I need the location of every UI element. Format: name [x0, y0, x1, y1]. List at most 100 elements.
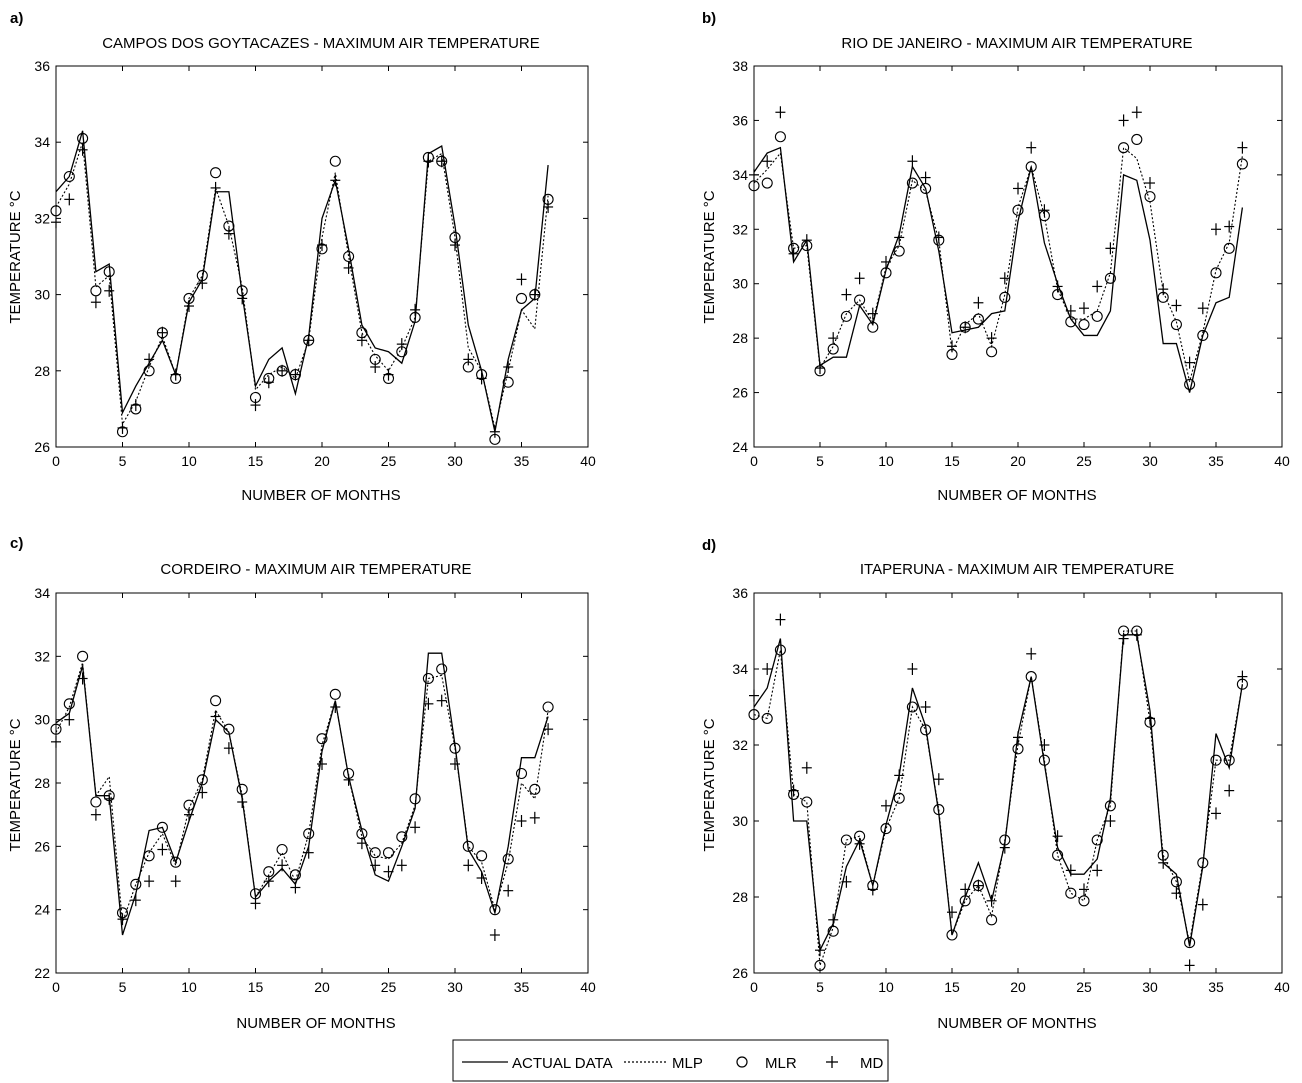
marker-md-plus: [463, 353, 474, 366]
marker-md-plus: [854, 272, 865, 285]
marker-md-plus: [356, 334, 367, 347]
y-tick-label: 26: [34, 439, 50, 455]
marker-md-plus: [476, 372, 487, 385]
marker-md-plus: [197, 786, 208, 799]
marker-mlr-circle: [63, 170, 75, 183]
series-line-actual-data: [753, 634, 1244, 953]
marker-md-plus: [828, 332, 839, 345]
x-tick-label: 25: [381, 979, 397, 995]
legend-box: [452, 1039, 889, 1082]
marker-md-plus: [788, 784, 799, 797]
marker-mlr-circle: [196, 774, 208, 786]
x-tick-label: 10: [181, 979, 197, 995]
x-tick-label: 20: [314, 979, 330, 995]
chart-title: RIO DE JANEIRO - MAXIMUM AIR TEMPERATURE: [841, 35, 1192, 52]
marker-md-plus: [144, 875, 155, 888]
marker-md-plus: [51, 735, 61, 748]
y-tick-label: 34: [34, 585, 50, 601]
marker-md-plus: [1079, 883, 1089, 896]
marker-mlr-circle: [893, 245, 905, 257]
marker-md-plus: [64, 193, 75, 206]
marker-md-plus: [277, 859, 288, 872]
marker-mlr-circle: [1012, 204, 1024, 216]
marker-mlr-circle: [1144, 191, 1156, 203]
marker-mlr-circle: [999, 291, 1011, 303]
marker-md-plus: [529, 811, 540, 824]
marker-md-plus: [1224, 220, 1235, 233]
legend-label-actual-data: ACTUAL DATA: [512, 1055, 613, 1072]
x-tick-label: 35: [514, 979, 530, 995]
marker-mlr-circle: [774, 644, 786, 656]
marker-mlr-circle: [1210, 267, 1222, 279]
marker-md-plus: [749, 689, 759, 702]
y-tick-label: 26: [732, 385, 748, 401]
marker-md-plus: [543, 723, 554, 736]
x-tick-label: 40: [580, 979, 596, 995]
x-tick-label: 30: [1142, 979, 1158, 995]
legend-label-mlr: MLR: [765, 1055, 797, 1072]
marker-md-plus: [223, 742, 234, 755]
y-tick-label: 26: [732, 965, 748, 981]
marker-md-plus: [170, 368, 181, 381]
y-tick-label: 38: [732, 58, 748, 74]
legend-plus-marker-icon: [826, 1056, 838, 1068]
marker-md-plus: [396, 859, 407, 872]
y-tick-label: 28: [34, 775, 50, 791]
marker-md-plus: [947, 340, 957, 353]
marker-md-plus: [1052, 830, 1063, 843]
marker-md-plus: [1158, 856, 1169, 869]
marker-md-plus: [529, 288, 540, 301]
marker-md-plus: [157, 326, 168, 339]
y-axis-label: TEMPERATURE °C: [701, 718, 718, 851]
marker-md-plus: [503, 360, 514, 373]
marker-md-plus: [920, 701, 931, 713]
marker-mlr-circle: [130, 878, 142, 890]
marker-md-plus: [210, 181, 221, 194]
marker-md-plus: [801, 234, 812, 247]
marker-md-plus: [489, 425, 500, 438]
marker-mlr-circle: [143, 850, 155, 862]
marker-md-plus: [1171, 299, 1182, 312]
marker-mlr-circle: [1078, 318, 1090, 331]
marker-mlr-circle: [1170, 318, 1182, 331]
marker-md-plus: [1079, 302, 1089, 315]
marker-mlr-circle: [1104, 272, 1116, 284]
marker-md-plus: [1105, 815, 1116, 827]
marker-md-plus: [907, 663, 918, 675]
marker-md-plus: [436, 694, 447, 707]
y-tick-label: 32: [34, 210, 50, 226]
marker-mlr-circle: [276, 843, 288, 856]
marker-mlr-circle: [801, 796, 813, 808]
marker-md-plus: [867, 883, 878, 896]
marker-mlr-circle: [920, 724, 932, 736]
marker-mlr-circle: [303, 828, 315, 840]
marker-mlr-circle: [515, 292, 528, 304]
marker-md-plus: [410, 821, 421, 834]
marker-mlr-circle: [409, 793, 421, 805]
marker-mlr-circle: [1078, 895, 1090, 907]
marker-md-plus: [1145, 177, 1155, 190]
x-tick-label: 20: [314, 453, 330, 469]
marker-md-plus: [907, 155, 918, 168]
marker-md-plus: [1224, 784, 1235, 797]
chart-panel-itaperuna: d) ITAPERUNA - MAXIMUM AIR TEMPERATURE N…: [701, 537, 1290, 1032]
plot-area-frame: [55, 592, 589, 974]
marker-mlr-circle: [761, 712, 773, 724]
marker-md-plus: [450, 239, 460, 252]
marker-mlr-circle: [1052, 849, 1064, 861]
marker-md-plus: [881, 255, 891, 268]
marker-md-plus: [841, 875, 852, 888]
y-tick-label: 28: [34, 363, 50, 379]
marker-md-plus: [815, 362, 825, 375]
x-tick-label: 5: [816, 979, 824, 995]
marker-mlr-circle: [502, 853, 514, 865]
marker-mlr-circle: [1236, 158, 1248, 170]
marker-mlr-circle: [1091, 310, 1103, 322]
panel-letter: a): [10, 10, 23, 27]
marker-md-plus: [476, 872, 487, 884]
plot-area-frame: [753, 65, 1283, 448]
marker-md-plus: [960, 883, 971, 896]
series-line-actual-data: [55, 652, 549, 936]
marker-mlr-circle: [1012, 743, 1024, 755]
marker-mlr-circle: [1025, 671, 1037, 683]
